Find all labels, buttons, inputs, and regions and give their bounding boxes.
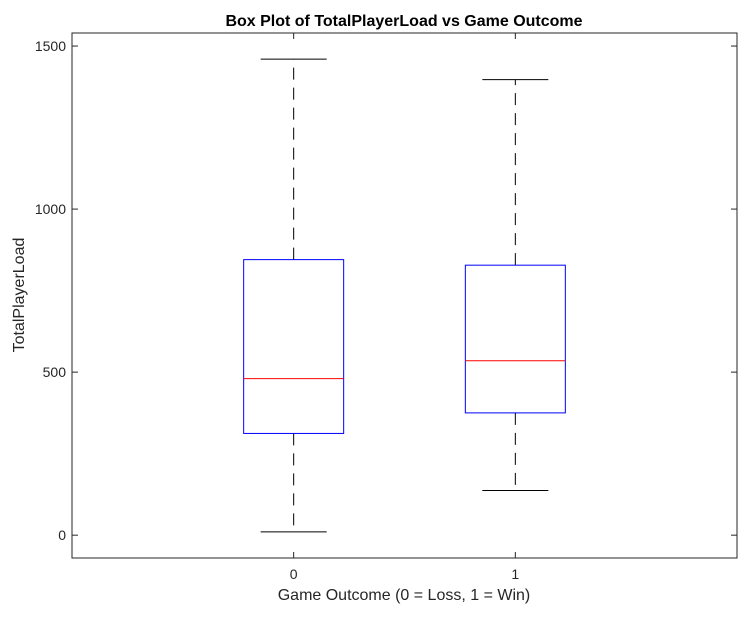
y-tick-label: 1500 (35, 38, 66, 54)
iqr-box (243, 259, 345, 434)
y-tick-label: 500 (43, 364, 67, 380)
y-axis-title: TotalPlayerLoad (11, 238, 28, 353)
plot-frame (71, 32, 738, 559)
y-tick-label: 1000 (35, 201, 66, 217)
x-axis-title: Game Outcome (0 = Loss, 1 = Win) (278, 587, 531, 604)
plot-area: 0 500 1000 1500 0 1 (35, 32, 738, 582)
x-tick-label: 1 (511, 566, 519, 582)
x-tick-label: 0 (290, 566, 298, 582)
iqr-box (464, 264, 566, 414)
chart-title: Box Plot of TotalPlayerLoad vs Game Outc… (225, 13, 582, 30)
y-tick-label: 0 (58, 527, 66, 543)
